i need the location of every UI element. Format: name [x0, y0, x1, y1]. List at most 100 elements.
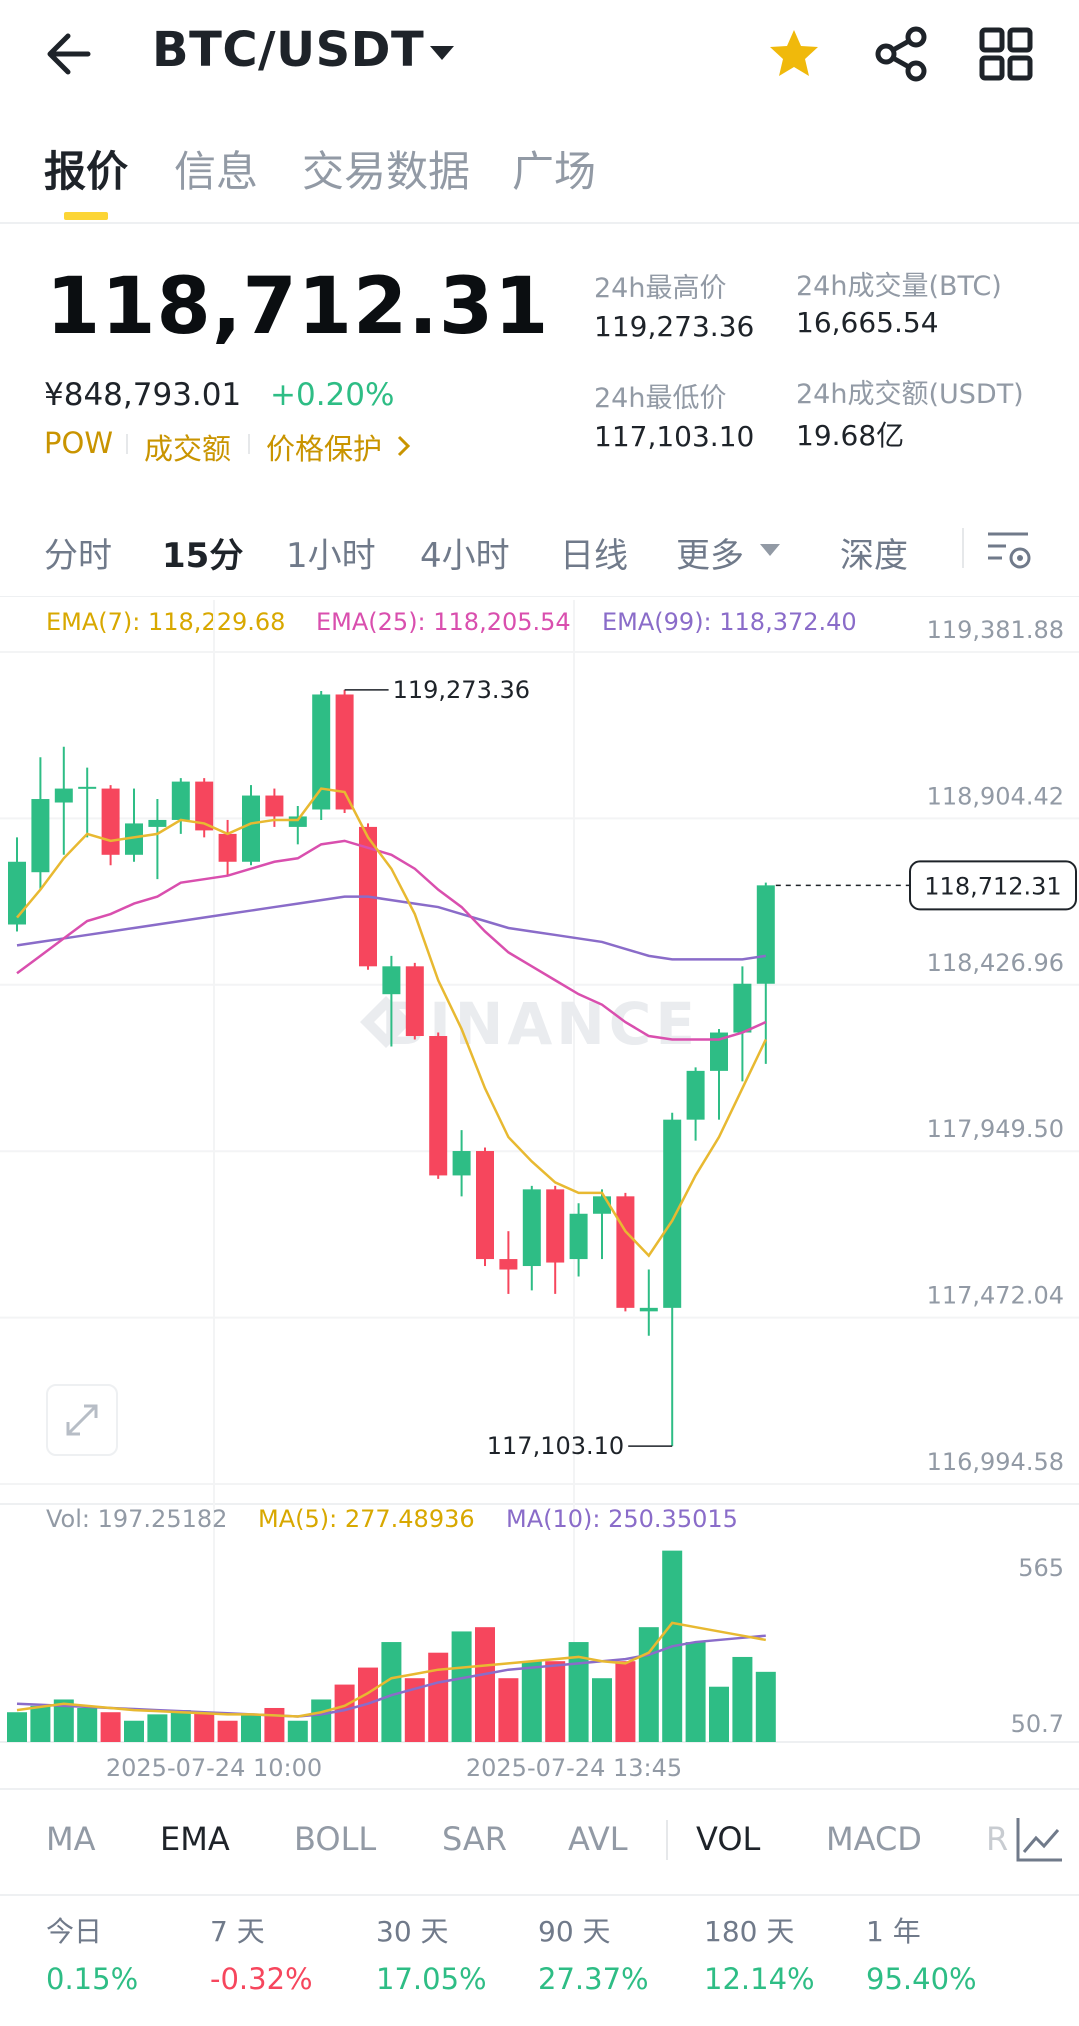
- indicator-boll[interactable]: BOLL: [294, 1820, 377, 1858]
- ema99-line: [16, 895, 766, 961]
- perf-value-90d: 27.37%: [538, 1962, 649, 1996]
- perf-label-today: 今日: [46, 1915, 103, 1948]
- ema7-legend: EMA(7): 118,229.68: [46, 608, 286, 636]
- price-axis-label: 117,949.50: [927, 1115, 1064, 1143]
- candle-body: [639, 1307, 658, 1312]
- candle-body: [499, 1259, 518, 1270]
- candle-body: [756, 885, 775, 984]
- tag-divider: [248, 434, 250, 454]
- perf-label-30d: 30 天: [376, 1915, 449, 1948]
- share-icon: [875, 26, 927, 82]
- interval-1d[interactable]: 日线: [560, 536, 628, 576]
- perf-value-today: 0.15%: [46, 1962, 139, 1996]
- tab-trading-data[interactable]: 交易数据: [302, 147, 471, 196]
- volume-usdt-label: 24h成交额(USDT): [796, 379, 1024, 410]
- price-axis-label: 118,904.42: [927, 782, 1064, 810]
- page-tabs: 报价 信息 交易数据 广场: [0, 128, 1079, 224]
- back-button[interactable]: [40, 26, 102, 82]
- indicator-ma[interactable]: MA: [46, 1820, 96, 1858]
- candle-body: [663, 1119, 682, 1308]
- candle-body: [125, 823, 143, 855]
- tag-price-protection[interactable]: 价格保护: [266, 432, 383, 466]
- more-apps-button[interactable]: [976, 24, 1036, 84]
- volume-bar: [147, 1714, 168, 1742]
- volume-bar: [404, 1678, 425, 1742]
- candle-body: [710, 1032, 728, 1071]
- candle-body: [382, 966, 401, 995]
- volume-bar: [217, 1720, 238, 1742]
- grid-icon: [979, 27, 1033, 81]
- price-chart[interactable]: 119,381.88 118,904.42 118,426.96 117,949.50…: [0, 596, 1079, 1796]
- last-price: 118,712.31: [46, 262, 550, 352]
- volume-bar: [194, 1712, 215, 1742]
- last-price-box: [909, 860, 1077, 911]
- chart-settings-button[interactable]: [984, 524, 1034, 574]
- time-axis-label: 2025-07-24 13:45: [466, 1754, 682, 1782]
- tag-pow[interactable]: POW: [44, 426, 113, 460]
- chevron-right-icon: [394, 432, 414, 460]
- volume-bar: [170, 1710, 191, 1742]
- ema99-legend: EMA(99): 118,372.40: [602, 608, 857, 636]
- indicator-chart-icon: [1016, 1818, 1062, 1862]
- volume-btc-value: 16,665.54: [796, 306, 939, 339]
- indicator-bar: MA EMA BOLL SAR AVL VOL MACD R: [0, 1788, 1079, 1896]
- high-label: 24h最高价: [594, 273, 727, 304]
- indicator-settings-button[interactable]: [1010, 1810, 1070, 1870]
- arrow-left-icon: [47, 33, 91, 75]
- interval-more[interactable]: 更多: [676, 536, 744, 576]
- indicator-rsi[interactable]: R: [986, 1820, 1009, 1858]
- candle-body: [78, 786, 97, 789]
- caret-down-icon: [430, 46, 454, 60]
- pair-selector-button[interactable]: [424, 38, 460, 66]
- fullscreen-button[interactable]: [46, 1384, 118, 1456]
- top-bar: BTC/USDT: [0, 0, 1079, 110]
- candle-body: [265, 795, 284, 817]
- volume-bar: [709, 1686, 729, 1742]
- interval-4h[interactable]: 4小时: [420, 536, 510, 576]
- indicator-avl[interactable]: AVL: [568, 1820, 628, 1858]
- volume-usdt-value: 19.68亿: [796, 419, 905, 452]
- low-marker-label: 117,103.10: [487, 1432, 624, 1460]
- volume-ma5-line: [16, 1621, 767, 1718]
- cny-price: ¥848,793.01: [44, 377, 242, 413]
- candle-body: [288, 816, 307, 827]
- interval-timeline[interactable]: 分时: [44, 536, 112, 576]
- candle-body: [8, 861, 26, 925]
- ema25-line: [16, 839, 767, 1041]
- interval-1h[interactable]: 1小时: [286, 536, 376, 576]
- ema25-legend: EMA(25): 118,205.54: [316, 608, 571, 636]
- binance-logo-icon: [360, 996, 412, 1048]
- perf-label-7d: 7 天: [210, 1915, 265, 1948]
- caret-down-icon: [758, 540, 782, 560]
- volume-bar: [334, 1684, 355, 1742]
- share-button[interactable]: [872, 24, 932, 84]
- pair-title[interactable]: BTC/USDT: [152, 22, 425, 78]
- tab-quote[interactable]: 报价: [44, 147, 129, 196]
- candle-body: [522, 1189, 541, 1267]
- volume-bar: [592, 1678, 612, 1742]
- perf-value-30d: 17.05%: [376, 1962, 487, 1996]
- interval-15m[interactable]: 15分: [162, 536, 244, 576]
- high-value: 119,273.36: [594, 310, 755, 343]
- price-change: +0.20%: [270, 377, 395, 413]
- indicator-vol[interactable]: VOL: [696, 1820, 761, 1858]
- divider: [666, 1820, 668, 1860]
- perf-value-180d: 12.14%: [704, 1962, 815, 1996]
- tag-turnover[interactable]: 成交额: [144, 432, 232, 466]
- favorite-button[interactable]: [766, 26, 822, 82]
- volume-bar: [381, 1642, 402, 1742]
- volume-bar: [30, 1705, 51, 1742]
- perf-label-180d: 180 天: [704, 1915, 795, 1948]
- indicator-sar[interactable]: SAR: [442, 1820, 508, 1858]
- perf-label-90d: 90 天: [538, 1915, 611, 1948]
- candle-body: [335, 694, 354, 810]
- candle-body: [171, 781, 190, 820]
- perf-value-1y: 95.40%: [866, 1962, 977, 1996]
- indicator-macd[interactable]: MACD: [826, 1820, 922, 1858]
- tab-square[interactable]: 广场: [512, 147, 597, 196]
- indicator-ema[interactable]: EMA: [160, 1820, 230, 1858]
- depth-tab[interactable]: 深度: [840, 536, 908, 576]
- last-price-box-label: 118,712.31: [924, 872, 1061, 900]
- tab-info[interactable]: 信息: [174, 147, 259, 196]
- candle-body: [686, 1070, 705, 1120]
